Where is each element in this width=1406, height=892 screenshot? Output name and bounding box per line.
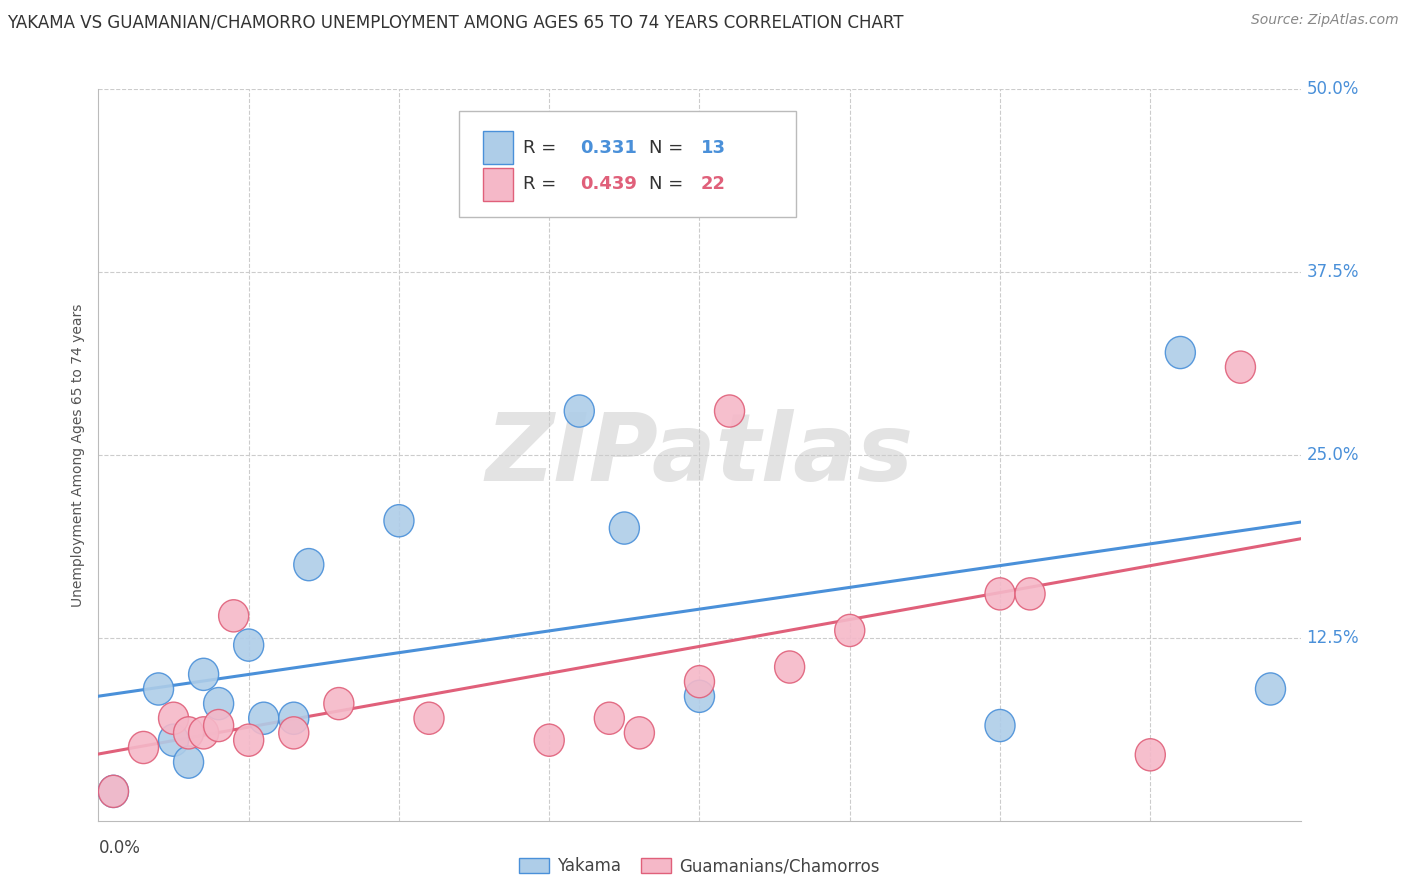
Ellipse shape — [159, 724, 188, 756]
Text: YAKAMA VS GUAMANIAN/CHAMORRO UNEMPLOYMENT AMONG AGES 65 TO 74 YEARS CORRELATION : YAKAMA VS GUAMANIAN/CHAMORRO UNEMPLOYMEN… — [7, 13, 904, 31]
Text: 13: 13 — [700, 139, 725, 157]
Text: 0.439: 0.439 — [581, 176, 637, 194]
Ellipse shape — [204, 709, 233, 741]
Ellipse shape — [204, 688, 233, 720]
Ellipse shape — [294, 549, 323, 581]
Text: 0.0%: 0.0% — [98, 838, 141, 857]
Text: 12.5%: 12.5% — [1306, 629, 1360, 647]
Ellipse shape — [249, 702, 278, 734]
Ellipse shape — [384, 505, 413, 537]
Ellipse shape — [219, 599, 249, 632]
Ellipse shape — [1166, 336, 1195, 368]
Ellipse shape — [1135, 739, 1166, 771]
Text: N =: N = — [650, 139, 689, 157]
Text: Source: ZipAtlas.com: Source: ZipAtlas.com — [1251, 13, 1399, 28]
Text: R =: R = — [523, 176, 562, 194]
Ellipse shape — [685, 681, 714, 713]
FancyBboxPatch shape — [484, 168, 513, 201]
Ellipse shape — [595, 702, 624, 734]
Ellipse shape — [775, 651, 804, 683]
Ellipse shape — [98, 775, 128, 807]
Ellipse shape — [624, 717, 654, 749]
Y-axis label: Unemployment Among Ages 65 to 74 years: Unemployment Among Ages 65 to 74 years — [72, 303, 86, 607]
Ellipse shape — [188, 717, 219, 749]
Ellipse shape — [159, 702, 188, 734]
Ellipse shape — [233, 629, 264, 661]
Ellipse shape — [173, 746, 204, 778]
Ellipse shape — [128, 731, 159, 764]
Ellipse shape — [143, 673, 173, 705]
Ellipse shape — [835, 615, 865, 647]
Ellipse shape — [173, 717, 204, 749]
Ellipse shape — [1256, 673, 1285, 705]
Ellipse shape — [986, 578, 1015, 610]
Ellipse shape — [323, 688, 354, 720]
Ellipse shape — [685, 665, 714, 698]
Ellipse shape — [278, 702, 309, 734]
Ellipse shape — [188, 658, 219, 690]
Text: ZIPatlas: ZIPatlas — [485, 409, 914, 501]
Text: 0.331: 0.331 — [581, 139, 637, 157]
Ellipse shape — [564, 395, 595, 427]
Text: 37.5%: 37.5% — [1306, 263, 1360, 281]
Ellipse shape — [98, 775, 128, 807]
Ellipse shape — [413, 702, 444, 734]
Text: 22: 22 — [700, 176, 725, 194]
Legend: Yakama, Guamanians/Chamorros: Yakama, Guamanians/Chamorros — [512, 850, 887, 882]
Ellipse shape — [534, 724, 564, 756]
Ellipse shape — [714, 395, 745, 427]
FancyBboxPatch shape — [458, 112, 796, 218]
Ellipse shape — [609, 512, 640, 544]
Text: N =: N = — [650, 176, 689, 194]
FancyBboxPatch shape — [484, 131, 513, 164]
Text: R =: R = — [523, 139, 562, 157]
Text: 50.0%: 50.0% — [1306, 80, 1360, 98]
Ellipse shape — [1015, 578, 1045, 610]
Ellipse shape — [278, 717, 309, 749]
Text: 25.0%: 25.0% — [1306, 446, 1360, 464]
Ellipse shape — [1226, 351, 1256, 384]
Ellipse shape — [986, 709, 1015, 741]
Ellipse shape — [233, 724, 264, 756]
